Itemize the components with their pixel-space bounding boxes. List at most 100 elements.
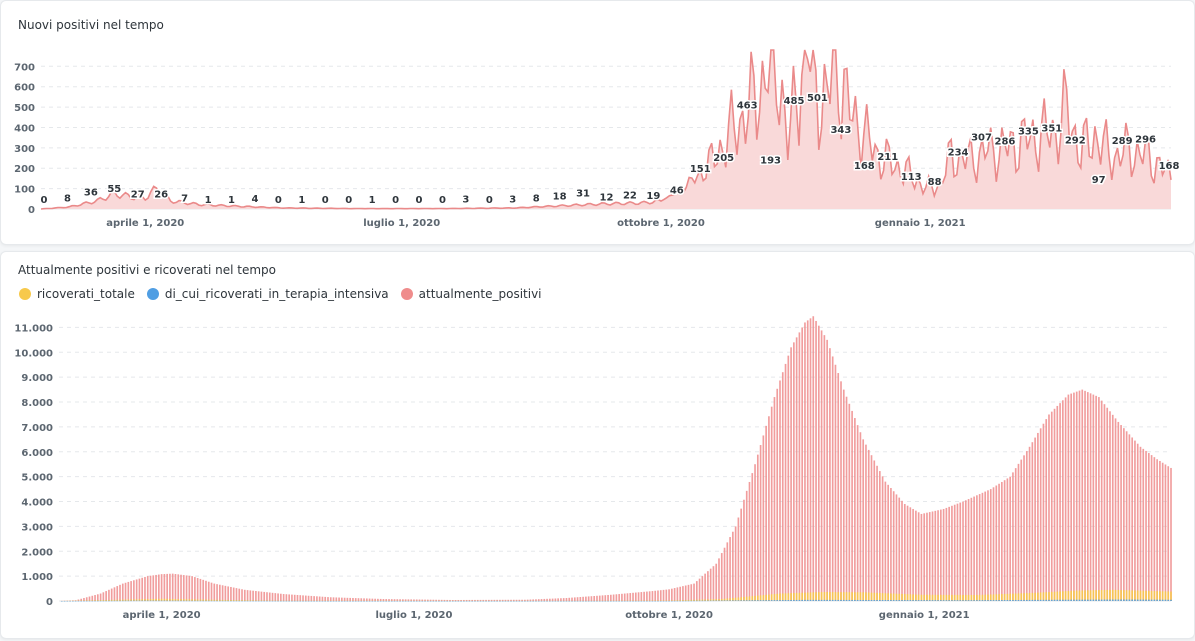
- bar-di-cui-ricoverati-in-terapia-intensiva[interactable]: [959, 600, 962, 601]
- bar-di-cui-ricoverati-in-terapia-intensiva[interactable]: [163, 600, 166, 602]
- bar-di-cui-ricoverati-in-terapia-intensiva[interactable]: [424, 600, 426, 602]
- bar-di-cui-ricoverati-in-terapia-intensiva[interactable]: [357, 600, 360, 602]
- bar-attualmente-positivi[interactable]: [1089, 393, 1092, 601]
- bar-ricoverati-totale[interactable]: [232, 600, 235, 601]
- bar-attualmente-positivi[interactable]: [363, 598, 365, 601]
- bar-di-cui-ricoverati-in-terapia-intensiva[interactable]: [202, 600, 205, 602]
- bar-di-cui-ricoverati-in-terapia-intensiva[interactable]: [1170, 599, 1172, 601]
- bar-attualmente-positivi[interactable]: [984, 491, 987, 601]
- bar-attualmente-positivi[interactable]: [659, 590, 662, 601]
- bar-di-cui-ricoverati-in-terapia-intensiva[interactable]: [124, 600, 127, 602]
- bar-di-cui-ricoverati-in-terapia-intensiva[interactable]: [471, 600, 474, 602]
- bar-di-cui-ricoverati-in-terapia-intensiva[interactable]: [931, 600, 934, 601]
- bar-di-cui-ricoverati-in-terapia-intensiva[interactable]: [518, 600, 521, 602]
- bar-di-cui-ricoverati-in-terapia-intensiva[interactable]: [413, 600, 415, 602]
- bar-di-cui-ricoverati-in-terapia-intensiva[interactable]: [709, 600, 712, 602]
- bar-ricoverati-totale[interactable]: [951, 594, 953, 601]
- bar-ricoverati-totale[interactable]: [260, 600, 263, 601]
- bar-di-cui-ricoverati-in-terapia-intensiva[interactable]: [232, 600, 235, 602]
- bar-di-cui-ricoverati-in-terapia-intensiva[interactable]: [726, 600, 729, 601]
- bar-attualmente-positivi[interactable]: [194, 577, 196, 601]
- bar-ricoverati-totale[interactable]: [249, 600, 252, 601]
- bar-di-cui-ricoverati-in-terapia-intensiva[interactable]: [729, 600, 731, 601]
- bar-di-cui-ricoverati-in-terapia-intensiva[interactable]: [1142, 599, 1145, 601]
- bar-di-cui-ricoverati-in-terapia-intensiva[interactable]: [474, 600, 476, 602]
- bar-di-cui-ricoverati-in-terapia-intensiva[interactable]: [224, 600, 227, 602]
- bar-di-cui-ricoverati-in-terapia-intensiva[interactable]: [573, 600, 576, 602]
- bar-di-cui-ricoverati-in-terapia-intensiva[interactable]: [1050, 599, 1053, 601]
- bar-ricoverati-totale[interactable]: [1092, 590, 1095, 601]
- bar-ricoverati-totale[interactable]: [196, 599, 199, 601]
- bar-ricoverati-totale[interactable]: [981, 594, 984, 601]
- bar-ricoverati-totale[interactable]: [94, 600, 96, 601]
- bar-attualmente-positivi[interactable]: [942, 508, 945, 601]
- bar-attualmente-positivi[interactable]: [227, 586, 229, 601]
- bar-di-cui-ricoverati-in-terapia-intensiva[interactable]: [182, 600, 185, 602]
- bar-attualmente-positivi[interactable]: [687, 584, 690, 601]
- bar-attualmente-positivi[interactable]: [449, 599, 451, 601]
- bar-ricoverati-totale[interactable]: [1014, 593, 1017, 601]
- bar-di-cui-ricoverati-in-terapia-intensiva[interactable]: [85, 600, 88, 602]
- bar-di-cui-ricoverati-in-terapia-intensiva[interactable]: [684, 600, 687, 602]
- bar-attualmente-positivi[interactable]: [795, 337, 798, 601]
- bar-attualmente-positivi[interactable]: [759, 445, 762, 601]
- bar-di-cui-ricoverati-in-terapia-intensiva[interactable]: [909, 600, 912, 601]
- bar-attualmente-positivi[interactable]: [978, 494, 981, 601]
- bar-di-cui-ricoverati-in-terapia-intensiva[interactable]: [704, 600, 706, 602]
- bar-di-cui-ricoverati-in-terapia-intensiva[interactable]: [1075, 599, 1078, 601]
- bar-ricoverati-totale[interactable]: [895, 593, 898, 601]
- bar-attualmente-positivi[interactable]: [560, 598, 562, 601]
- bar-di-cui-ricoverati-in-terapia-intensiva[interactable]: [651, 600, 654, 602]
- bar-di-cui-ricoverati-in-terapia-intensiva[interactable]: [812, 599, 815, 601]
- bar-attualmente-positivi[interactable]: [216, 584, 218, 601]
- bar-ricoverati-totale[interactable]: [995, 594, 998, 601]
- bar-ricoverati-totale[interactable]: [91, 600, 94, 601]
- bar-ricoverati-totale[interactable]: [1139, 590, 1142, 601]
- bar-di-cui-ricoverati-in-terapia-intensiva[interactable]: [482, 600, 485, 602]
- bar-attualmente-positivi[interactable]: [435, 599, 437, 601]
- bar-ricoverati-totale[interactable]: [1134, 590, 1136, 601]
- bar-attualmente-positivi[interactable]: [329, 597, 332, 601]
- bar-di-cui-ricoverati-in-terapia-intensiva[interactable]: [313, 600, 315, 602]
- bar-attualmente-positivi[interactable]: [562, 598, 565, 601]
- bar-di-cui-ricoverati-in-terapia-intensiva[interactable]: [402, 600, 404, 602]
- bar-di-cui-ricoverati-in-terapia-intensiva[interactable]: [438, 600, 440, 602]
- bar-attualmente-positivi[interactable]: [826, 339, 828, 601]
- bar-attualmente-positivi[interactable]: [1073, 392, 1075, 601]
- bar-di-cui-ricoverati-in-terapia-intensiva[interactable]: [288, 600, 290, 602]
- bar-ricoverati-totale[interactable]: [640, 600, 643, 602]
- bar-attualmente-positivi[interactable]: [349, 597, 351, 601]
- bar-attualmente-positivi[interactable]: [734, 526, 737, 601]
- bar-ricoverati-totale[interactable]: [188, 599, 191, 601]
- bar-ricoverati-totale[interactable]: [1062, 591, 1064, 601]
- bar-attualmente-positivi[interactable]: [199, 578, 202, 601]
- bar-attualmente-positivi[interactable]: [304, 595, 307, 601]
- bar-di-cui-ricoverati-in-terapia-intensiva[interactable]: [562, 600, 565, 602]
- bar-di-cui-ricoverati-in-terapia-intensiva[interactable]: [158, 600, 160, 602]
- bar-di-cui-ricoverati-in-terapia-intensiva[interactable]: [676, 600, 679, 602]
- bar-attualmente-positivi[interactable]: [870, 455, 873, 601]
- bar-attualmente-positivi[interactable]: [928, 512, 931, 601]
- bar-di-cui-ricoverati-in-terapia-intensiva[interactable]: [793, 599, 795, 601]
- bar-attualmente-positivi[interactable]: [756, 454, 759, 601]
- bar-ricoverati-totale[interactable]: [166, 598, 168, 601]
- bar-ricoverati-totale[interactable]: [715, 599, 718, 601]
- bar-di-cui-ricoverati-in-terapia-intensiva[interactable]: [1053, 599, 1056, 601]
- bar-di-cui-ricoverati-in-terapia-intensiva[interactable]: [488, 600, 490, 602]
- bar-attualmente-positivi[interactable]: [693, 583, 695, 601]
- bar-di-cui-ricoverati-in-terapia-intensiva[interactable]: [582, 600, 584, 602]
- bar-di-cui-ricoverati-in-terapia-intensiva[interactable]: [174, 600, 177, 602]
- bar-ricoverati-totale[interactable]: [668, 600, 670, 602]
- bar-ricoverati-totale[interactable]: [859, 592, 862, 601]
- bar-ricoverati-totale[interactable]: [840, 592, 842, 601]
- bar-attualmente-positivi[interactable]: [859, 432, 862, 601]
- bar-ricoverati-totale[interactable]: [726, 598, 729, 601]
- bar-attualmente-positivi[interactable]: [1103, 404, 1106, 601]
- bar-ricoverati-totale[interactable]: [1125, 590, 1128, 601]
- bar-di-cui-ricoverati-in-terapia-intensiva[interactable]: [246, 600, 249, 602]
- bar-ricoverati-totale[interactable]: [945, 594, 948, 601]
- bar-attualmente-positivi[interactable]: [249, 590, 252, 601]
- bar-attualmente-positivi[interactable]: [601, 595, 604, 601]
- bar-di-cui-ricoverati-in-terapia-intensiva[interactable]: [579, 600, 582, 602]
- bar-di-cui-ricoverati-in-terapia-intensiva[interactable]: [382, 600, 385, 602]
